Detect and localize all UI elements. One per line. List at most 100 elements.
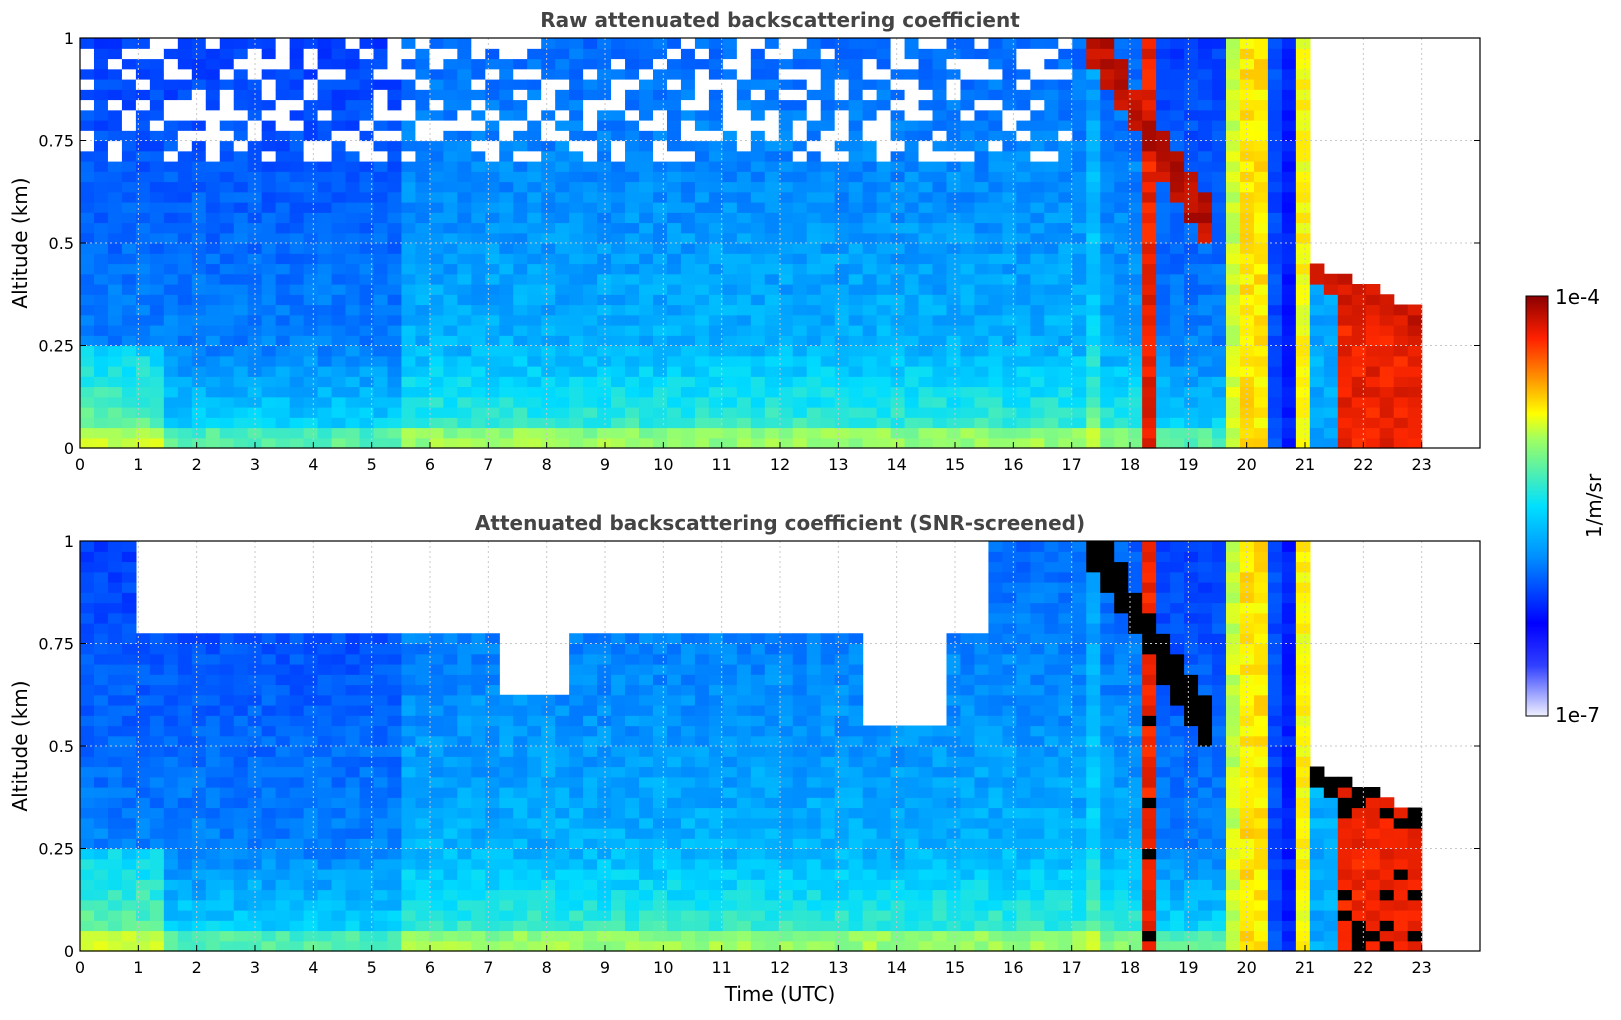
heatmap-cell [1058,99,1073,111]
heatmap-cell [974,417,990,429]
heatmap-cell [275,79,291,90]
heatmap-cell [1281,366,1297,377]
heatmap-cell [541,171,556,183]
heatmap-cell [625,89,640,101]
heatmap-cell [583,294,598,306]
heatmap-cell [666,99,682,111]
heatmap-cell [387,273,403,285]
heatmap-cell [401,735,417,747]
heatmap-cell [778,294,794,306]
heatmap-cell [666,212,682,224]
heatmap-cell [890,48,906,60]
heatmap-cell [331,725,347,737]
heatmap-cell [1239,191,1255,203]
heatmap-cell [1086,396,1101,408]
heatmap-cell [778,376,794,388]
heatmap-cell [303,437,319,449]
heatmap-cell [387,89,403,101]
heatmap-cell [135,243,151,254]
heatmap-cell [429,150,444,162]
heatmap-cell [1100,140,1115,152]
heatmap-cell [611,940,626,952]
heatmap-cell [317,766,333,778]
heatmap-cell [694,89,710,101]
heatmap-cell [289,150,305,162]
heatmap-cell [694,345,710,357]
heatmap-cell [1044,376,1059,388]
heatmap-cell [527,910,542,921]
heatmap-cell [331,68,347,80]
heatmap-cell [429,232,444,244]
heatmap-cell [359,705,375,716]
heatmap-cell [149,232,165,244]
heatmap-cell [275,386,291,398]
heatmap-cell [135,838,151,850]
heatmap-cell [694,212,710,224]
heatmap-cell [233,910,249,921]
heatmap-cell [876,212,892,224]
heatmap-cell [555,366,570,377]
heatmap-cell [639,376,654,388]
heatmap-cell [317,930,333,942]
heatmap-cell [1100,273,1115,285]
heatmap-cell [750,314,766,326]
heatmap-cell [1239,366,1255,377]
heatmap-cell [820,376,836,388]
heatmap-cell [107,664,123,675]
heatmap-cell [1002,150,1017,162]
heatmap-cell [611,427,626,439]
heatmap-cell [107,273,123,285]
heatmap-cell [303,366,319,377]
heatmap-cell [121,243,137,254]
heatmap-cell [1030,243,1045,254]
heatmap-cell [848,325,864,336]
heatmap-cell [205,253,221,265]
heatmap-cell [1170,89,1185,101]
heatmap-cell [303,828,319,839]
heatmap-cell [1058,150,1073,162]
heatmap-cell [1002,120,1017,131]
heatmap-cell [764,130,780,142]
heatmap-cell [527,858,542,870]
heatmap-cell [583,38,598,49]
heatmap-cell [569,386,584,398]
heatmap-cell [331,756,347,768]
heatmap-cell [597,355,612,367]
heatmap-cell [485,674,500,686]
heatmap-cell [275,232,291,244]
heatmap-cell [457,294,472,306]
heatmap-cell [1267,109,1283,121]
heatmap-cell [317,899,333,911]
heatmap-cell [457,243,472,254]
heatmap-cell [80,314,95,326]
heatmap-cell [932,407,948,418]
heatmap-cell [121,838,137,850]
heatmap-cell [904,79,920,90]
heatmap-cell [946,161,962,172]
heatmap-cell [149,653,165,665]
heatmap-cell [1337,437,1353,449]
heatmap-cell [415,48,430,60]
heatmap-cell [149,828,165,839]
heatmap-cell [107,130,123,142]
heatmap-cell [1072,273,1087,285]
heatmap-cell [135,828,151,839]
heatmap-cell [1226,294,1241,306]
heatmap-cell [569,889,584,901]
heatmap-cell [1323,376,1339,388]
heatmap-cell [359,766,375,778]
heatmap-cell [1114,202,1129,213]
heatmap-cell [261,910,277,921]
heatmap-cell [639,181,654,193]
heatmap-cell [1156,396,1171,408]
heatmap-cell [1142,335,1157,347]
heatmap-cell [974,212,990,224]
heatmap-cell [443,879,458,891]
heatmap-cell [988,140,1003,152]
heatmap-cell [988,355,1003,367]
heatmap-cell [806,99,822,111]
heatmap-cell [373,284,389,295]
heatmap-cell [471,427,486,439]
heatmap-cell [499,376,514,388]
heatmap-cell [750,304,766,316]
